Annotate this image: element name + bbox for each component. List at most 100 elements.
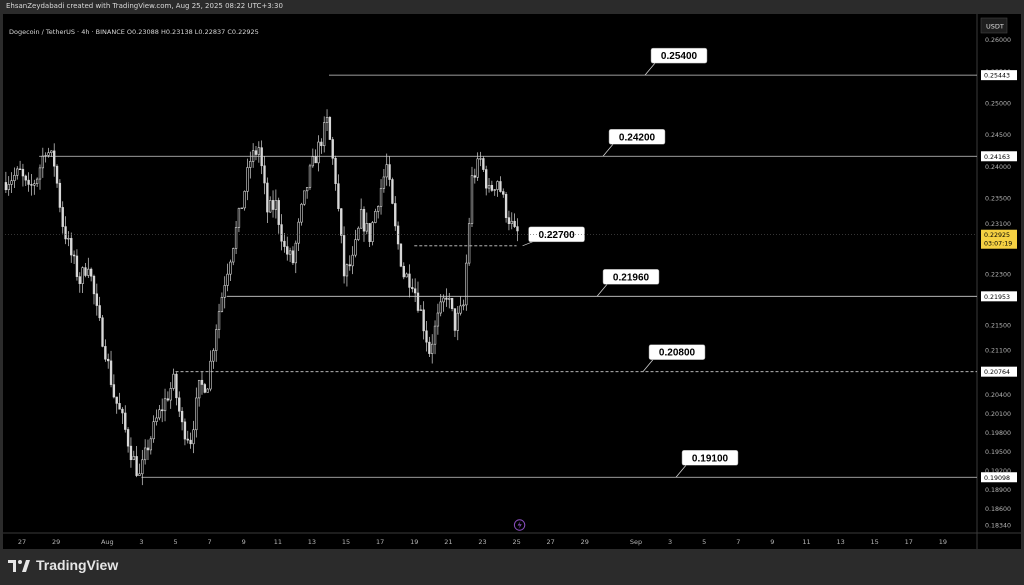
candle-body (379, 187, 383, 207)
candle-body (411, 287, 414, 290)
candle-body (271, 200, 275, 210)
candle-body (16, 168, 19, 176)
time-tick-label: 13 (308, 538, 316, 546)
candle-body (325, 117, 329, 123)
candle-body (405, 273, 408, 278)
level-label-box[interactable] (608, 129, 666, 145)
candle-body (303, 190, 306, 205)
candle-body (10, 180, 13, 185)
candle-body (229, 261, 232, 275)
candle-body (431, 343, 434, 354)
candle-body (104, 346, 107, 360)
candle-body (163, 398, 167, 412)
candle-body (320, 141, 323, 147)
level-label-box[interactable] (602, 269, 660, 285)
candle-body (323, 122, 326, 147)
candle-body (487, 184, 491, 189)
time-tick-label: Sep (630, 538, 642, 546)
candle-body (485, 169, 488, 189)
candle-body (155, 417, 158, 422)
time-tick-label: Aug (101, 538, 114, 546)
price-tick-label: 0.23100 (985, 221, 1011, 228)
candle-body (92, 275, 96, 295)
candle-body (75, 255, 79, 277)
candlestick-chart[interactable]: Dogecoin / TetherUS · 4h · BINANCE O0.23… (3, 14, 1021, 549)
candle-body (382, 176, 386, 189)
candle-body (149, 438, 153, 451)
level-label-box[interactable] (528, 226, 585, 243)
bar-countdown-text: 03:07:19 (984, 241, 1012, 248)
price-tick-label: 0.18900 (985, 487, 1011, 494)
level-pointer (596, 284, 608, 297)
candle-body (98, 305, 101, 319)
level-pointer (642, 359, 654, 372)
candle-body (314, 156, 317, 164)
candle-body (311, 156, 315, 167)
candle-body (4, 182, 8, 191)
candle-body (351, 254, 354, 267)
candle-body (47, 152, 50, 156)
price-tick-label: 0.23500 (985, 196, 1011, 203)
candle-body (482, 158, 485, 170)
candle-body (101, 317, 104, 347)
candle-body (209, 360, 212, 390)
candle-body (331, 139, 334, 159)
candle-body (246, 167, 249, 192)
price-tick-label: 0.19200 (985, 468, 1011, 475)
candle-body (223, 285, 226, 298)
time-tick-label: 7 (736, 538, 740, 546)
candle-body (35, 178, 39, 184)
candle-body (450, 297, 454, 309)
candle-body (132, 456, 135, 461)
candle-body (234, 227, 238, 249)
level-label-box[interactable] (650, 47, 708, 64)
candle-body (348, 264, 351, 267)
candle-body (300, 203, 303, 223)
candle-body (38, 167, 42, 180)
candle-body (459, 305, 462, 314)
lightning-icon[interactable] (513, 519, 526, 531)
candle-body (470, 175, 474, 224)
candle-body (340, 208, 343, 236)
candle-body (342, 235, 346, 277)
price-tick-label: 0.24500 (985, 132, 1011, 139)
candle-body (115, 396, 118, 404)
axis-level-tag (981, 70, 1017, 81)
candle-body (337, 183, 340, 209)
level-label-box[interactable] (681, 450, 739, 466)
candle-body (377, 206, 380, 212)
candle-body (161, 409, 164, 412)
axis-level-tag-text: 0.21953 (984, 294, 1010, 301)
candle-body (55, 165, 59, 184)
candle-body (195, 397, 198, 431)
candle-body (354, 239, 357, 256)
axis-level-tag-text: 0.19098 (984, 475, 1010, 482)
candle-body (496, 181, 499, 190)
candle-body (385, 164, 388, 178)
candle-body (215, 329, 218, 351)
level-label-box[interactable] (648, 344, 706, 360)
brand-name: TradingView (36, 557, 119, 573)
candle-body (439, 301, 442, 314)
candle-body (243, 191, 246, 209)
tradingview-logo[interactable]: TradingView (8, 557, 118, 573)
candle-body (24, 175, 27, 181)
candle-body (169, 388, 172, 401)
candle-body (189, 439, 192, 445)
currency-box[interactable] (980, 17, 1008, 34)
candle-body (374, 210, 377, 223)
candle-body (78, 276, 81, 284)
candle-body (141, 459, 144, 475)
candle-body (473, 175, 477, 178)
candle-body (109, 360, 113, 385)
candle-body (126, 429, 130, 447)
chart-area[interactable]: Dogecoin / TetherUS · 4h · BINANCE O0.23… (3, 14, 1021, 549)
candle-body (442, 297, 445, 303)
candle-body (212, 350, 215, 362)
level-pointer (602, 144, 614, 157)
candle-body (476, 158, 479, 178)
time-tick-label: 27 (547, 538, 555, 546)
candle-body (317, 141, 320, 164)
axis-level-tag-text: 0.24163 (984, 154, 1010, 161)
